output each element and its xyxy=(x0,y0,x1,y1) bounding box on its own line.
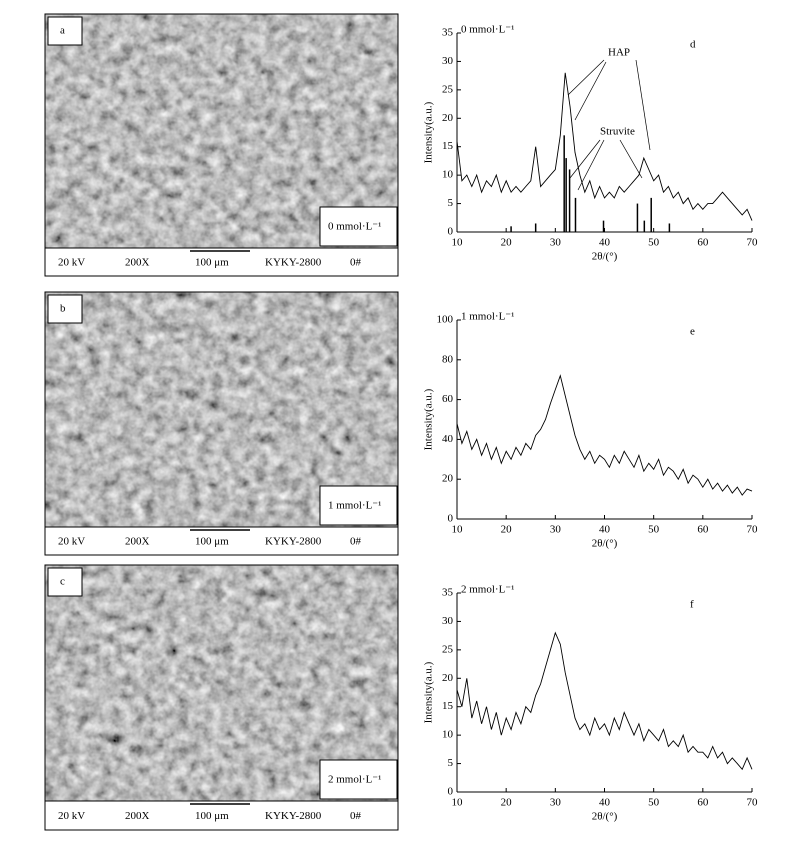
x-tick-label: 20 xyxy=(501,797,513,809)
x-tick-label: 70 xyxy=(747,237,759,249)
y-tick-label: 0 xyxy=(448,513,454,525)
xrd-line xyxy=(456,374,753,496)
y-tick-label: 5 xyxy=(448,757,454,769)
condition-box xyxy=(319,485,398,526)
info-text: 0# xyxy=(350,257,362,269)
info-text: 20 kV xyxy=(58,257,85,269)
annotation-arrow xyxy=(577,139,605,191)
info-text: 100 μm xyxy=(195,257,229,269)
x-tick-label: 50 xyxy=(648,797,660,809)
x-axis-title: 2θ/(°) xyxy=(592,251,618,263)
info-text: 200X xyxy=(125,810,150,822)
condition-label: 1 mmol·L⁻¹ xyxy=(328,500,381,512)
xrd-line xyxy=(456,631,753,771)
x-tick-label: 60 xyxy=(697,524,709,536)
x-tick-label: 70 xyxy=(747,797,759,809)
y-tick-label: 60 xyxy=(442,393,454,405)
x-tick-label: 30 xyxy=(550,237,562,249)
x-tick-label: 40 xyxy=(599,237,611,249)
annotation-arrow xyxy=(569,139,601,179)
x-tick-label: 70 xyxy=(747,524,759,536)
y-tick-label: 40 xyxy=(442,433,454,445)
y-tick-label: 30 xyxy=(442,55,454,67)
x-tick-label: 10 xyxy=(452,237,464,249)
annotation: Struvite xyxy=(600,126,635,138)
condition-label: 2 mmol·L⁻¹ xyxy=(461,584,514,596)
condition-label: 2 mmol·L⁻¹ xyxy=(328,774,381,786)
x-tick-label: 40 xyxy=(599,797,611,809)
label-box xyxy=(47,16,83,46)
info-text: 200X xyxy=(125,257,150,269)
condition-box xyxy=(319,206,398,247)
y-tick-label: 25 xyxy=(442,643,454,655)
y-tick-label: 15 xyxy=(442,700,454,712)
y-tick-label: 5 xyxy=(448,197,454,209)
x-tick-label: 50 xyxy=(648,524,660,536)
label-box xyxy=(47,567,83,597)
y-tick-label: 100 xyxy=(437,314,454,326)
panel-label: f xyxy=(690,599,694,611)
y-tick-label: 35 xyxy=(442,587,454,599)
info-text: 100 μm xyxy=(195,810,229,822)
info-text: 20 kV xyxy=(58,810,85,822)
x-tick-label: 50 xyxy=(648,237,660,249)
x-axis-title: 2θ/(°) xyxy=(592,538,618,550)
y-tick-label: 10 xyxy=(442,729,454,741)
info-text: KYKY-2800 xyxy=(265,536,322,548)
panel-label: d xyxy=(690,39,696,51)
panel-label: b xyxy=(60,303,66,315)
condition-box xyxy=(319,759,398,800)
panel-label: a xyxy=(60,25,65,37)
label-box xyxy=(47,294,83,324)
y-tick-label: 25 xyxy=(442,83,454,95)
y-tick-label: 20 xyxy=(442,473,454,485)
y-tick-label: 10 xyxy=(442,169,454,181)
info-bar xyxy=(44,526,399,556)
info-text: 0# xyxy=(350,536,362,548)
condition-label: 1 mmol·L⁻¹ xyxy=(461,311,514,323)
y-axis-title: Intensity(a.u.) xyxy=(423,101,435,163)
y-tick-label: 30 xyxy=(442,615,454,627)
y-tick-label: 20 xyxy=(442,112,454,124)
annotation-arrow xyxy=(567,59,605,96)
y-tick-label: 20 xyxy=(442,672,454,684)
annotation-arrow xyxy=(635,59,651,151)
x-tick-label: 40 xyxy=(599,524,611,536)
panel-label: e xyxy=(690,326,695,338)
annotation-arrow xyxy=(574,61,607,121)
annotation-arrow xyxy=(619,139,643,179)
y-tick-label: 15 xyxy=(442,140,454,152)
y-axis-title: Intensity(a.u.) xyxy=(423,661,435,723)
x-tick-label: 20 xyxy=(501,237,513,249)
info-text: 0# xyxy=(350,810,362,822)
condition-label: 0 mmol·L⁻¹ xyxy=(461,24,514,36)
x-tick-label: 60 xyxy=(697,797,709,809)
y-tick-label: 0 xyxy=(448,226,454,238)
annotation: HAP xyxy=(608,47,630,59)
x-tick-label: 20 xyxy=(501,524,513,536)
info-text: KYKY-2800 xyxy=(265,810,322,822)
y-tick-label: 35 xyxy=(442,27,454,39)
x-tick-label: 10 xyxy=(452,797,464,809)
xrd-line xyxy=(456,72,753,221)
x-tick-label: 30 xyxy=(550,524,562,536)
x-tick-label: 30 xyxy=(550,797,562,809)
info-text: KYKY-2800 xyxy=(265,257,322,269)
info-bar xyxy=(44,800,399,831)
x-tick-label: 10 xyxy=(452,524,464,536)
info-text: 20 kV xyxy=(58,536,85,548)
info-text: 100 μm xyxy=(195,536,229,548)
y-tick-label: 80 xyxy=(442,353,454,365)
y-axis-title: Intensity(a.u.) xyxy=(423,388,435,450)
x-axis-title: 2θ/(°) xyxy=(592,811,618,823)
x-tick-label: 60 xyxy=(697,237,709,249)
info-bar xyxy=(44,247,399,277)
panel-label: c xyxy=(60,576,65,588)
condition-label: 0 mmol·L⁻¹ xyxy=(328,221,381,233)
y-tick-label: 0 xyxy=(448,786,454,798)
info-text: 200X xyxy=(125,536,150,548)
